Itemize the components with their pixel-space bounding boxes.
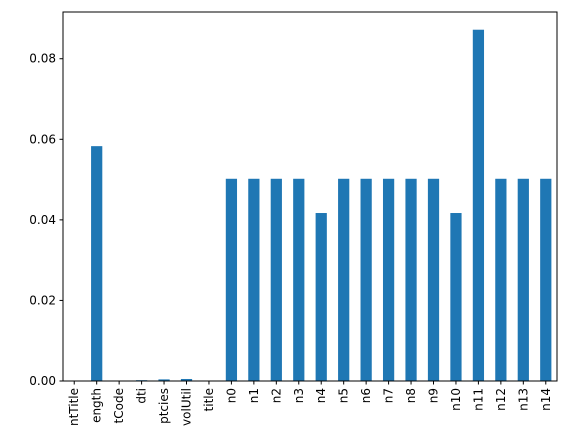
x-axis: ntTitle ength tCode dti ptcies volUtil title n0… — [67, 381, 553, 426]
x-tick-label: n9 — [427, 388, 441, 403]
x-tick-label: n4 — [314, 388, 328, 403]
bar-n8 — [405, 178, 417, 381]
bar-n4 — [315, 213, 327, 381]
bars-group — [91, 29, 552, 381]
y-tick-label: 0.06 — [29, 132, 56, 146]
x-tick-label: n5 — [337, 388, 351, 403]
bar-n7 — [382, 178, 395, 381]
plot-frame — [62, 11, 558, 382]
bar-n10 — [450, 213, 462, 381]
x-tick-label: n11 — [471, 388, 485, 411]
bar-n12 — [495, 178, 507, 381]
x-tick-label: tCode — [112, 388, 126, 423]
x-tick-label: ntTitle — [67, 388, 81, 426]
bar-ength — [91, 146, 103, 381]
bar-n13 — [517, 178, 529, 381]
x-tick-label: ength — [90, 388, 104, 423]
bar-n6 — [360, 178, 372, 381]
bar-n1 — [248, 178, 260, 381]
bar-n5 — [338, 178, 350, 381]
x-tick-label: n6 — [359, 388, 373, 403]
bar-n3 — [293, 178, 305, 381]
y-tick-label: 0.00 — [29, 374, 56, 388]
x-tick-label: n10 — [449, 388, 463, 411]
x-tick-label: n12 — [494, 388, 508, 411]
x-tick-label: n1 — [247, 388, 261, 403]
bar-n2 — [270, 178, 282, 381]
x-tick-label: n0 — [224, 388, 238, 403]
bar-n9 — [427, 178, 440, 381]
x-tick-label: dti — [135, 388, 149, 404]
x-tick-label: volUtil — [180, 388, 194, 426]
bar-ptcies — [158, 379, 170, 381]
x-tick-label: n2 — [269, 388, 283, 403]
y-axis: 0.00 0.02 0.04 0.06 0.08 — [29, 52, 63, 388]
x-tick-label: n8 — [404, 388, 418, 403]
x-tick-label: n3 — [292, 388, 306, 403]
y-tick-label: 0.08 — [29, 52, 56, 66]
x-tick-label: n14 — [539, 388, 553, 411]
bar-n11 — [472, 29, 485, 381]
x-tick-label: title — [202, 388, 216, 411]
y-tick-label: 0.02 — [29, 293, 56, 307]
bar-n14 — [540, 178, 552, 381]
bar-n0 — [225, 178, 238, 381]
bar-volUtil — [180, 378, 193, 381]
x-tick-label: n13 — [516, 388, 530, 411]
x-tick-label: n7 — [382, 388, 396, 403]
y-tick-label: 0.04 — [29, 213, 56, 227]
x-tick-label: ptcies — [157, 388, 171, 424]
